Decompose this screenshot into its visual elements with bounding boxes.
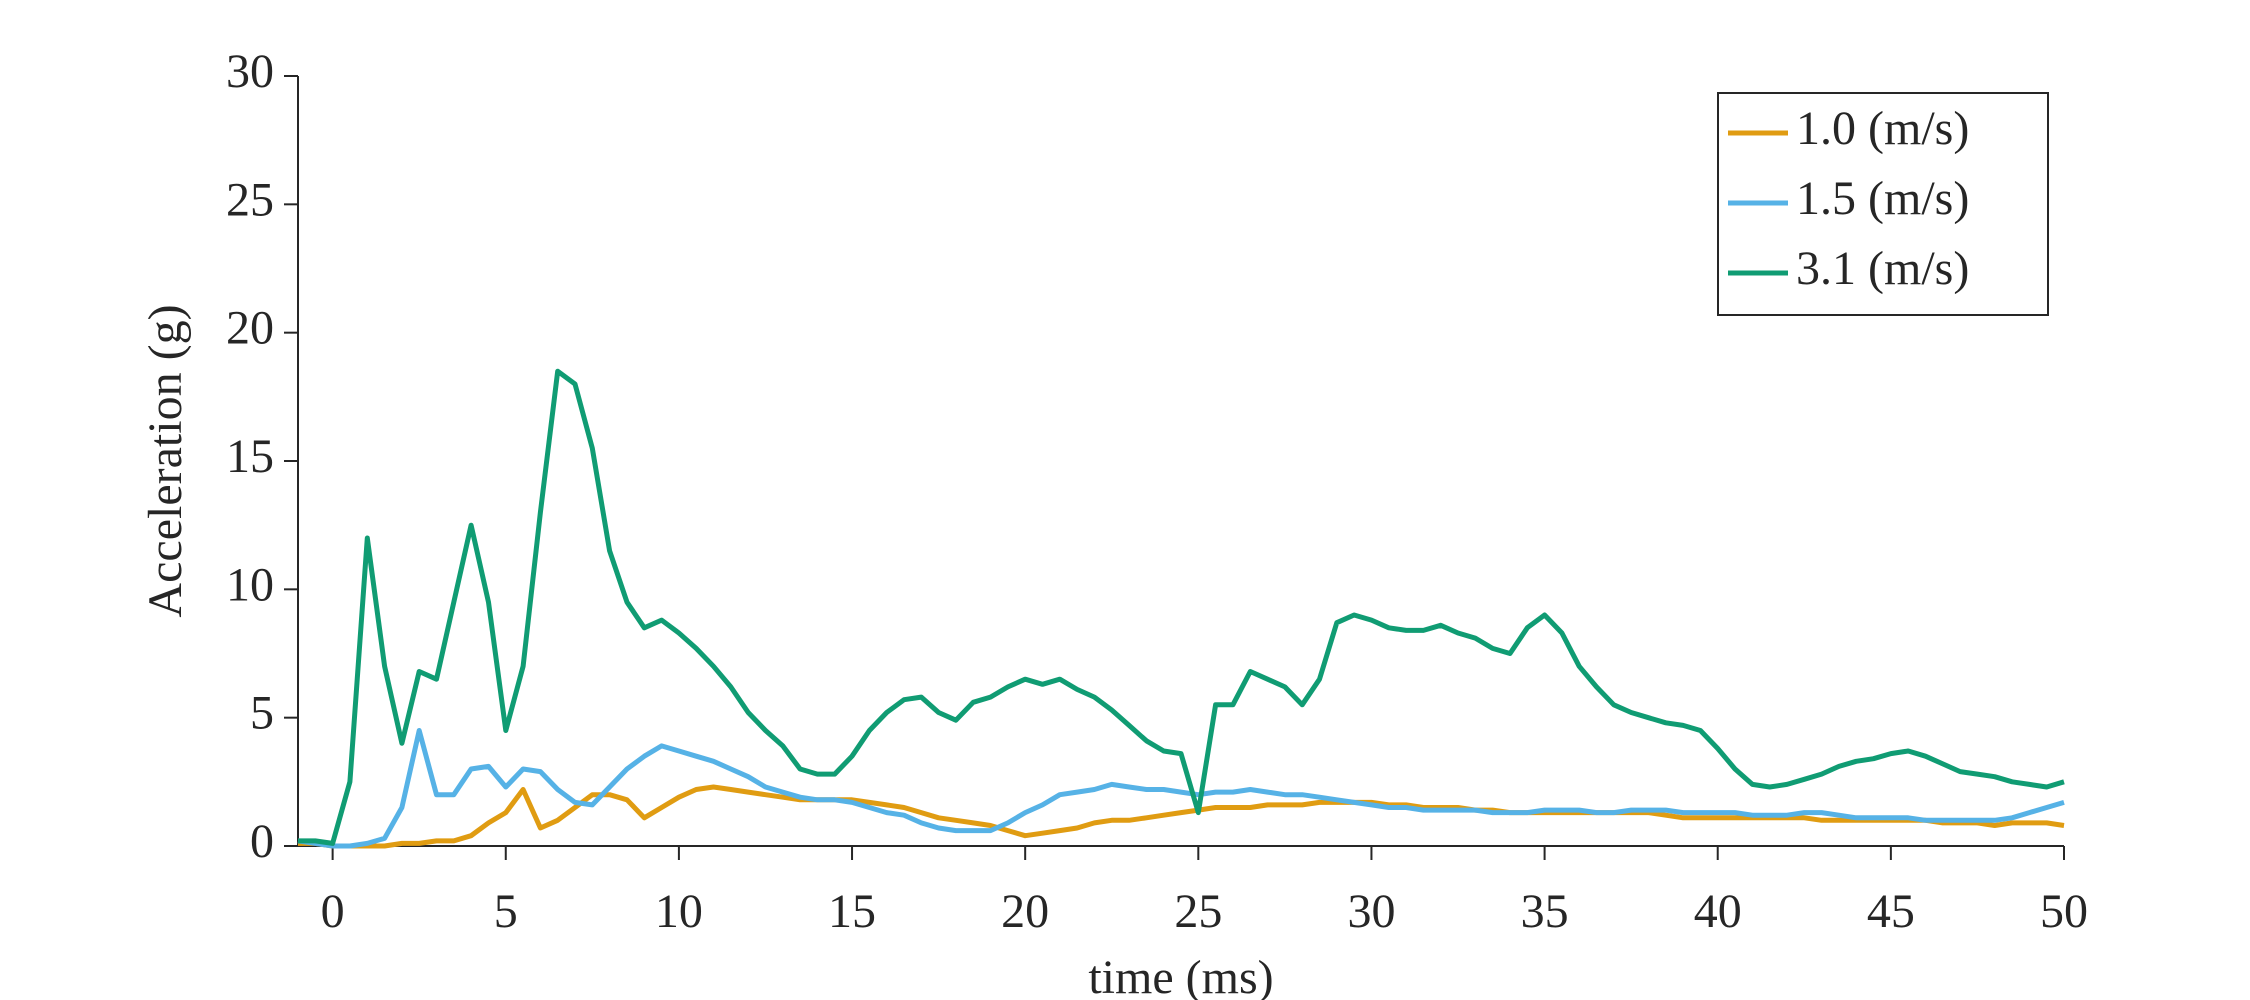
y-tick-label: 20 [226, 302, 274, 355]
y-tick-label: 10 [226, 558, 274, 611]
x-tick-label: 5 [494, 885, 518, 938]
x-tick-label: 50 [2040, 885, 2088, 938]
y-tick-label: 15 [226, 430, 274, 483]
x-tick-label: 35 [1521, 885, 1569, 938]
x-tick-label: 45 [1867, 885, 1915, 938]
y-tick-label: 30 [226, 45, 274, 98]
x-tick-label: 25 [1174, 885, 1222, 938]
x-tick-label: 10 [655, 885, 703, 938]
x-tick-label: 40 [1694, 885, 1742, 938]
series-line [298, 368, 2065, 846]
x-tick-label: 20 [1001, 885, 1049, 938]
x-tick-label: 30 [1347, 885, 1395, 938]
y-tick-label: 5 [250, 687, 274, 740]
y-tick-label: 0 [250, 815, 274, 868]
x-axis-label: time (ms) [1088, 951, 1273, 1000]
legend-label: 1.0 (m/s) [1796, 102, 1969, 155]
series-line [298, 784, 2065, 849]
y-tick-label: 25 [226, 173, 274, 226]
legend-label: 1.5 (m/s) [1796, 172, 1969, 225]
x-tick-label: 0 [321, 885, 345, 938]
y-axis-label: Acceleration (g) [139, 304, 192, 617]
series-line [297, 728, 2065, 849]
x-tick-label: 15 [828, 885, 876, 938]
legend-label: 3.1 (m/s) [1796, 242, 1969, 295]
